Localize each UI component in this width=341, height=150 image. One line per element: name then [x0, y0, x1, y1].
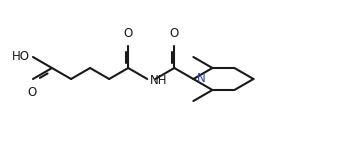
Text: HO: HO [12, 50, 30, 63]
Text: O: O [123, 27, 133, 40]
Text: O: O [27, 86, 36, 99]
Text: NH: NH [150, 74, 168, 87]
Text: N: N [197, 72, 206, 84]
Text: O: O [170, 27, 179, 40]
